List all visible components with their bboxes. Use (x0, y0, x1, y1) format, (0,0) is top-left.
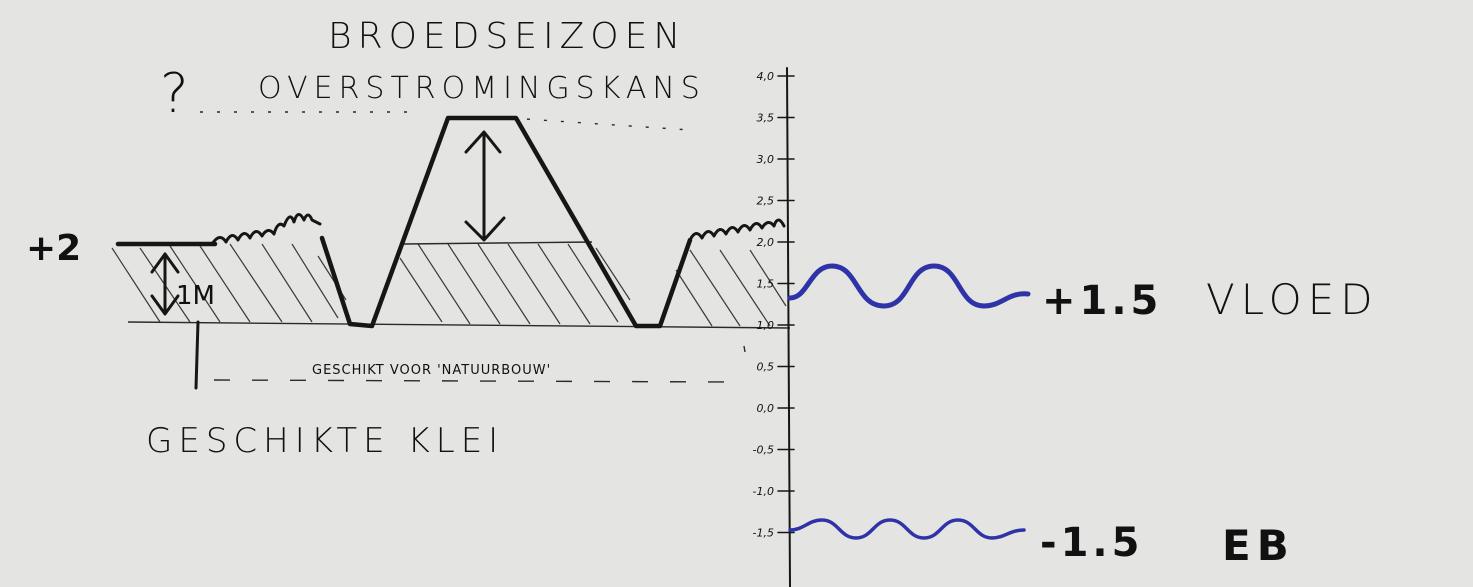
one-meter-label: 1M (176, 281, 215, 311)
height-double-arrow (464, 130, 506, 242)
scale-tick-label: -0,5 (753, 444, 774, 457)
high-tide-value: +1.5 (1042, 278, 1162, 324)
scale-tick-label: 4,0 (757, 70, 775, 83)
clay-hatching (111, 243, 787, 327)
scale-tick-label: 0,5 (757, 361, 775, 374)
scale-tick-label: 3,0 (757, 153, 775, 166)
vegetation-right (688, 218, 786, 242)
scale-tick-label: -1,0 (753, 485, 774, 498)
suitable-clay-label: GESCHIKTE KLEI (146, 421, 504, 461)
low-tide-label: EB (1222, 521, 1295, 570)
dike-core-level (403, 241, 593, 245)
nature-building-dashed-line (213, 379, 735, 383)
flood-level-dotted-line (200, 111, 691, 131)
vegetation-left (210, 213, 322, 246)
low-tide-value: -1.5 (1040, 520, 1143, 566)
stray-mark (743, 345, 746, 353)
low-tide-wave (788, 518, 1026, 540)
clay-pointer-line (194, 320, 200, 390)
high-tide-label: VLOED (1206, 275, 1379, 324)
scale-tick-label: -1,5 (753, 527, 774, 540)
scale-tick-label: 2,0 (757, 236, 775, 249)
scale-tick-label: 2,5 (757, 195, 775, 208)
dike-profile (115, 115, 693, 329)
scale-tick-label: 0,0 (757, 402, 775, 415)
elevation-scale: 4,0 3,5 3,0 2,5 2,0 1,5 1,0 0,5 0,0 -0,5 -1,0 -1,5 (753, 67, 795, 587)
question-mark: ? (160, 62, 189, 125)
one-meter-arrow (150, 252, 180, 316)
title-flood-chance: OVERSTROMINGSKANS (258, 71, 706, 106)
plus-two-label: +2 (26, 228, 81, 269)
high-tide-wave (787, 263, 1031, 309)
ground-line (127, 321, 791, 329)
scale-tick-label: 1,0 (757, 319, 775, 332)
nature-building-label: GESCHIKT VOOR 'NATUURBOUW' (312, 363, 551, 378)
scale-tick-label: 3,5 (757, 112, 775, 125)
scale-tick-label: 1,5 (757, 278, 775, 291)
title-breeding-season: BROEDSEIZOEN (328, 16, 686, 57)
